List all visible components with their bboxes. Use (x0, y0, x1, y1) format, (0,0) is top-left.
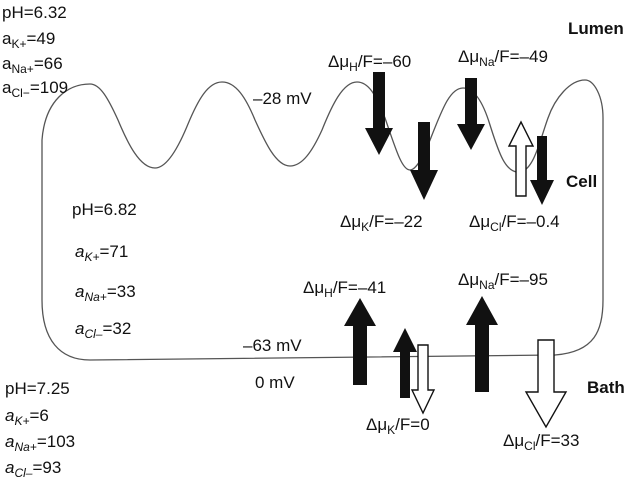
basolateral-h-arrow (344, 298, 376, 385)
lumen-cl: aCl−=109 (2, 78, 68, 100)
cell-k: aK+=71 (75, 242, 128, 264)
basolateral-na-label: ΔμNa/F=–95 (458, 270, 548, 292)
apical-k-arrow (410, 122, 438, 200)
apical-cl-label: ΔμCl/F=–0.4 (469, 212, 560, 234)
basolateral-k-label: ΔμK/F=0 (366, 415, 430, 437)
bath-ph: pH=7.25 (5, 379, 70, 398)
basolateral-cl-label: ΔμCl/F=33 (503, 431, 579, 453)
basolateral-potential-label: –63 mV (243, 336, 302, 355)
basolateral-cl-arrow (524, 339, 568, 429)
cell-conditions: pH=6.82 aK+=71 aNa+=33 aCl–=32 (72, 200, 137, 341)
bath-potential-label: 0 mV (255, 373, 295, 392)
lumen-na: aNa+=66 (2, 54, 63, 76)
cell-ph: pH=6.82 (72, 200, 137, 219)
apical-potential-label: –28 mV (253, 89, 312, 108)
lumen-conditions: pH=6.32 aK+=49 aNa+=66 aCl−=109 (2, 3, 68, 100)
cell-membrane (41, 79, 604, 361)
bath-na: aNa+=103 (5, 432, 75, 454)
basolateral-k-out-arrow (410, 344, 436, 415)
apical-k-label: ΔμK/F=–22 (340, 212, 423, 234)
bath-k: aK+=6 (5, 406, 49, 428)
cell-na: aNa+=33 (75, 282, 136, 304)
apical-na-arrow (457, 78, 485, 150)
lumen-k: aK+=49 (2, 29, 55, 51)
bath-label: Bath (587, 378, 625, 397)
apical-cl-out-arrow (507, 120, 535, 197)
basolateral-na-arrow (466, 296, 498, 392)
apical-h-label: ΔμH/F=–60 (328, 52, 411, 74)
cell-label: Cell (566, 172, 597, 191)
apical-na-label: ΔμNa/F=–49 (458, 47, 548, 69)
basolateral-k-in-arrow (393, 328, 417, 398)
apical-h-arrow (365, 72, 393, 155)
lumen-label: Lumen (568, 19, 624, 38)
basolateral-h-label: ΔμH/F=–41 (303, 278, 386, 300)
bath-conditions: pH=7.25 aK+=6 aNa+=103 aCl–=93 (5, 379, 75, 480)
apical-cl-in-arrow (530, 136, 554, 205)
lumen-ph: pH=6.32 (2, 3, 67, 22)
bath-cl: aCl–=93 (5, 458, 61, 480)
cell-cl: aCl–=32 (75, 319, 131, 341)
